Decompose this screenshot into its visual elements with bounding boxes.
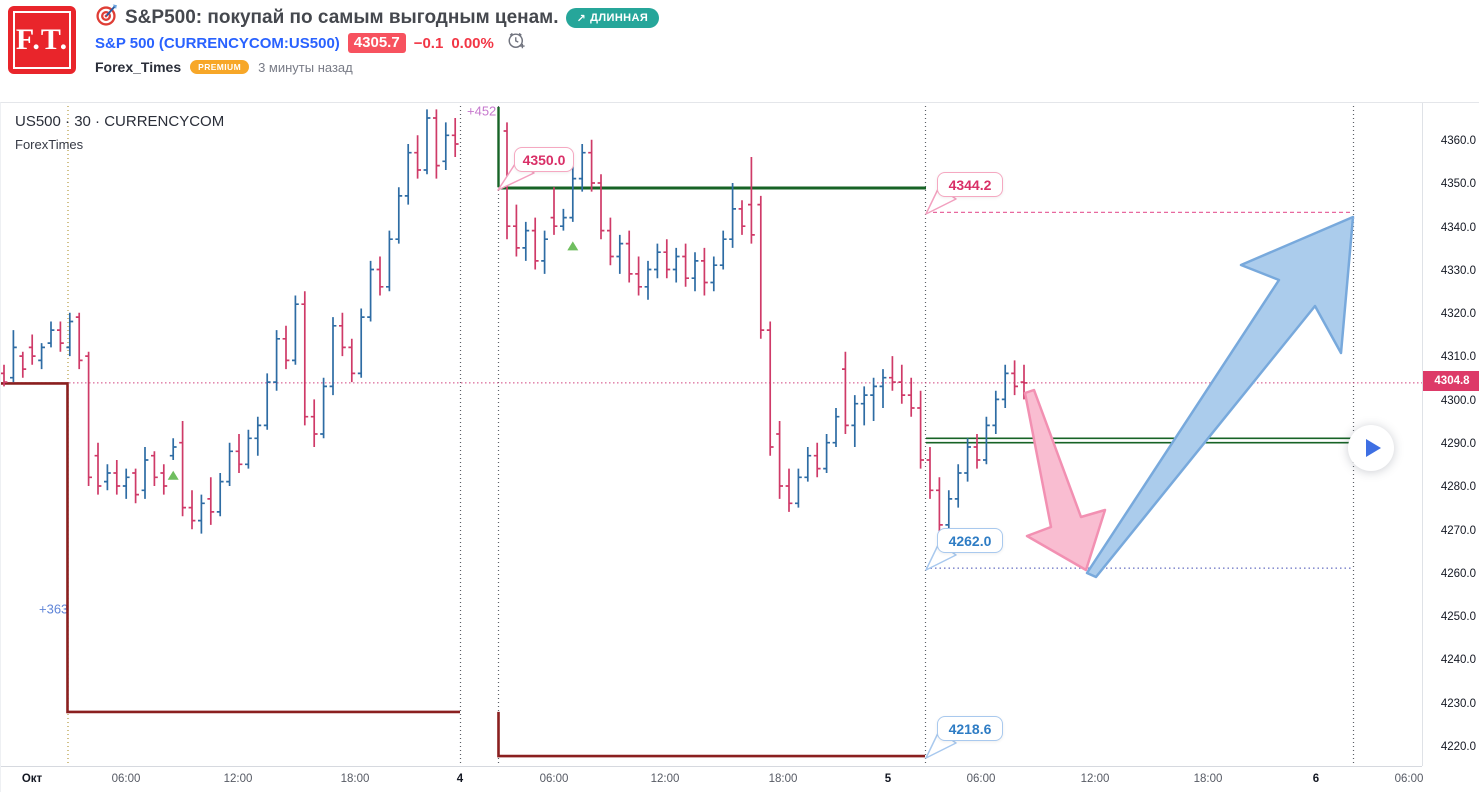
y-axis-label: 4250.0 <box>1440 611 1476 624</box>
last-price-axis-badge: 4304.8 <box>1423 371 1479 391</box>
y-axis-label: 4290.0 <box>1440 438 1476 450</box>
long-direction-badge[interactable]: ↗ ДЛИННАЯ <box>565 8 660 28</box>
author-row: Forex_Times PREMIUM 3 минуты назад <box>95 58 353 76</box>
y-axis-label: 4280.0 <box>1440 481 1476 494</box>
target-low-text: 4262.0 <box>948 532 992 549</box>
x-axis-label: 12:00 <box>650 773 680 785</box>
idea-header: F.T. S&P500: покупай по самым выгодным ц… <box>0 0 1479 102</box>
y-axis-label: 4340.0 <box>1440 221 1476 234</box>
x-axis-label: 12:00 <box>223 773 253 785</box>
y-axis-label: 4330.0 <box>1440 264 1476 277</box>
x-axis-label: 4 <box>456 773 464 785</box>
y-axis-label: 4220.0 <box>1440 741 1476 753</box>
x-axis-label: 6 <box>1312 773 1320 785</box>
x-axis-label: 06:00 <box>1394 773 1424 785</box>
entry-price-text: 4350.0 <box>522 151 566 168</box>
chart-widget: US500 · 30 · CURRENCYCOM ForexTimes +452… <box>0 102 1479 792</box>
play-replay-button[interactable] <box>1348 425 1394 471</box>
x-axis-label: 18:00 <box>768 773 798 785</box>
y-axis-label: 4300.0 <box>1440 394 1476 407</box>
logo-text: F.T. <box>15 23 69 56</box>
y-axis-label: 4320.0 <box>1440 308 1476 321</box>
x-axis-label: 18:00 <box>340 773 370 785</box>
price-change: −0.1 <box>413 34 444 52</box>
svg-text:+363: +363 <box>39 601 68 616</box>
y-axis-label: 4230.0 <box>1440 697 1476 710</box>
y-axis-label: 4240.0 <box>1440 654 1476 667</box>
add-alert-icon[interactable] <box>506 30 527 56</box>
x-axis-label: 5 <box>884 773 892 785</box>
x-axis-label: 18:00 <box>1193 773 1223 785</box>
x-axis-label: Окт <box>21 773 43 785</box>
play-icon <box>1365 439 1381 457</box>
symbol-link[interactable]: S&P 500 (CURRENCYCOM:US500) <box>95 34 340 52</box>
idea-title: S&P500: покупай по самым выгодным ценам. <box>125 7 559 28</box>
stop-price-label: 4218.6 <box>937 716 1003 741</box>
title-row: S&P500: покупай по самым выгодным ценам.… <box>95 4 660 32</box>
x-axis-label: 06:00 <box>966 773 996 785</box>
author-name[interactable]: Forex_Times <box>95 59 182 75</box>
premium-badge: PREMIUM <box>190 60 250 74</box>
y-axis-label: 4260.0 <box>1440 567 1476 580</box>
arrow-up-right-icon: ↗ <box>576 12 587 25</box>
target-low-label: 4262.0 <box>937 528 1003 553</box>
price-change-pct: 0.00% <box>451 34 494 52</box>
published-time: 3 минуты назад <box>258 59 353 75</box>
stop-price-text: 4218.6 <box>948 720 992 737</box>
price-axis[interactable]: 4360.0 4350.0 4340.0 4330.0 4320.0 4310.0 4300… <box>1422 103 1479 766</box>
y-axis-label: 4360.0 <box>1440 135 1476 147</box>
dart-target-icon <box>95 4 118 32</box>
ticker-row: S&P 500 (CURRENCYCOM:US500) 4305.7 −0.1 … <box>95 30 527 56</box>
chart-canvas[interactable]: +452 +363 <box>1 103 1422 766</box>
y-axis-label: 4310.0 <box>1440 351 1476 364</box>
time-axis[interactable]: Окт 06:00 12:00 18:00 4 06:00 12:00 18:00 5 06:00… <box>1 766 1424 792</box>
logo-frame <box>13 11 71 69</box>
author-logo[interactable]: F.T. <box>8 6 76 74</box>
long-badge-label: ДЛИННАЯ <box>590 12 649 24</box>
y-axis-label: 4350.0 <box>1440 178 1476 191</box>
target-high-label: 4344.2 <box>937 172 1003 197</box>
x-axis-label: 06:00 <box>539 773 569 785</box>
x-axis-label: 12:00 <box>1080 773 1110 785</box>
entry-price-label: 4350.0 <box>514 147 574 172</box>
svg-text:+452: +452 <box>467 104 496 119</box>
x-axis-label: 06:00 <box>111 773 141 785</box>
y-axis-label: 4270.0 <box>1440 524 1476 537</box>
price-badge: 4305.7 <box>347 33 406 53</box>
target-high-text: 4344.2 <box>948 176 992 193</box>
